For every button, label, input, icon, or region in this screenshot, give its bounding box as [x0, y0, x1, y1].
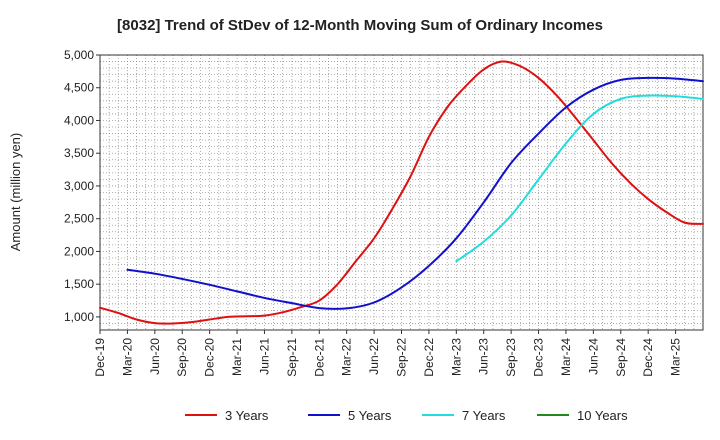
series-line-3-years: [99, 60, 704, 325]
x-tick-label: Dec-20: [203, 338, 217, 377]
x-tick-label: Mar-24: [559, 338, 573, 376]
x-tick-label: Jun-21: [257, 338, 271, 375]
y-axis-ticks: 1,000 1,500 2,000 2,500 3,000 3,500 4,000 4,500…: [64, 48, 100, 324]
legend-label-10-years: 10 Years: [577, 408, 628, 423]
x-axis-ticks: Dec-19 Mar-20 Jun-20 Sep-20 Dec-20 Mar-21 Jun-…: [93, 330, 683, 377]
legend-label-7-years: 7 Years: [462, 408, 506, 423]
x-tick-label: Dec-24: [641, 338, 655, 377]
x-tick-label: Jun-24: [586, 338, 600, 375]
x-tick-label: Mar-25: [669, 338, 683, 376]
y-tick-label: 4,500: [64, 81, 94, 95]
x-tick-label: Dec-21: [312, 338, 326, 377]
y-axis-label: Amount (million yen): [8, 133, 23, 252]
legend: 3 Years 5 Years 7 Years 10 Years: [185, 408, 628, 423]
x-tick-label: Sep-20: [175, 338, 189, 377]
y-tick-label: 4,000: [64, 113, 94, 127]
x-tick-label: Jun-23: [477, 338, 491, 375]
x-tick-label: Mar-20: [120, 338, 134, 376]
chart-title: [8032] Trend of StDev of 12-Month Moving…: [117, 17, 603, 34]
legend-label-5-years: 5 Years: [348, 408, 392, 423]
legend-label-3-years: 3 Years: [225, 408, 269, 423]
x-tick-label: Dec-22: [422, 338, 436, 377]
y-tick-label: 1,500: [64, 277, 94, 291]
series-line-7-years: [455, 94, 704, 263]
x-tick-label: Sep-21: [285, 338, 299, 377]
series-lines: [99, 60, 704, 325]
x-tick-label: Sep-23: [504, 338, 518, 377]
x-tick-label: Mar-23: [449, 338, 463, 376]
x-tick-label: Jun-22: [367, 338, 381, 375]
x-tick-label: Jun-20: [148, 338, 162, 375]
y-tick-label: 5,000: [64, 48, 94, 62]
grid-lines: [100, 55, 703, 330]
y-tick-label: 3,500: [64, 146, 94, 160]
x-tick-label: Mar-22: [340, 338, 354, 376]
x-tick-label: Sep-22: [395, 338, 409, 377]
x-tick-label: Dec-23: [532, 338, 546, 377]
y-tick-label: 2,000: [64, 244, 94, 258]
y-tick-label: 3,000: [64, 179, 94, 193]
x-tick-label: Mar-21: [230, 338, 244, 376]
x-tick-label: Sep-24: [614, 338, 628, 377]
y-tick-label: 1,000: [64, 310, 94, 324]
x-tick-label: Dec-19: [93, 338, 107, 377]
y-tick-label: 2,500: [64, 212, 94, 226]
series-line-5-years: [126, 76, 704, 310]
